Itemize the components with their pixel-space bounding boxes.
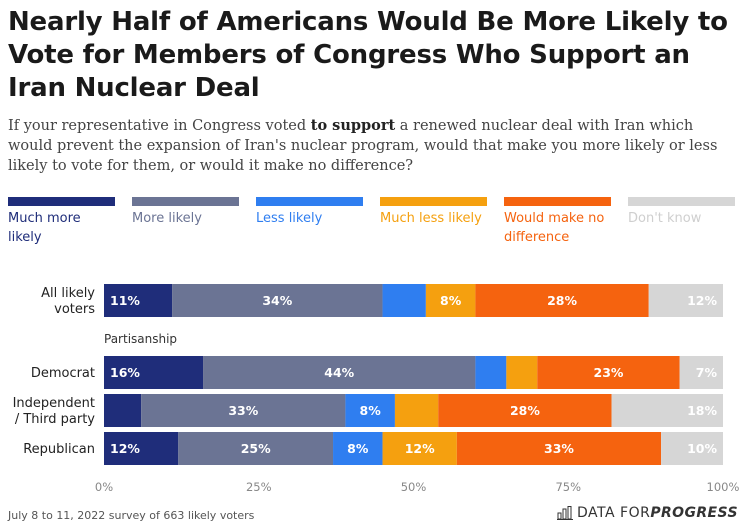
legend-label: Less likely [256, 211, 323, 226]
bar-segment [141, 394, 346, 427]
category-label: / Third party [15, 412, 95, 427]
bar-segment [104, 356, 204, 389]
bar-segment [104, 432, 179, 465]
survey-note: July 8 to 11, 2022 survey of 663 likely … [8, 509, 255, 522]
data-label: 12% [110, 441, 140, 456]
x-tick-label: 50% [401, 480, 427, 494]
bar-segment [333, 432, 383, 465]
bar-segment [394, 394, 439, 427]
bar-segment [611, 394, 723, 427]
data-label: 11% [110, 293, 140, 308]
legend-label: Would make no difference [504, 211, 605, 245]
subtitle-text-after: a renewed nuclear deal with Iran which w… [8, 118, 718, 174]
data-label: 18% [687, 403, 717, 418]
legend-swatch [8, 197, 115, 206]
bar-segment [475, 284, 649, 317]
data-label: 7% [696, 365, 718, 380]
brand-logo: DATA FOR PROGRESS [557, 505, 738, 521]
legend-label: Don't know [628, 211, 702, 226]
chart-legend: Much more likely More likely Less likely Mu… [8, 197, 744, 247]
bar-segment [648, 284, 723, 317]
data-label: 12% [687, 293, 717, 308]
legend-swatch [628, 197, 735, 206]
legend-label: More likely [132, 211, 202, 226]
legend-label: Much less likely [380, 211, 482, 226]
brand-prefix: DATA FOR [577, 505, 651, 521]
chart-subtitle: If your representative in Congress voted… [8, 116, 738, 176]
legend-item: Less likely [256, 197, 363, 228]
x-tick-label: 75% [555, 480, 581, 494]
bar-segment [203, 356, 476, 389]
legend-label: Much more likely [8, 211, 81, 245]
data-label: 28% [547, 293, 577, 308]
bar-segment [172, 284, 383, 317]
legend-swatch [256, 197, 363, 206]
bar-segment [679, 356, 723, 389]
chart-title: Nearly Half of Americans Would Be More L… [8, 7, 728, 103]
legend-item: Much more likely [8, 197, 115, 247]
data-label: 34% [262, 293, 292, 308]
subtitle-bold-text: to support [310, 117, 396, 134]
bar-segment [537, 356, 680, 389]
data-label: 44% [324, 365, 354, 380]
bar-segment [345, 394, 395, 427]
bar-segment [382, 432, 457, 465]
data-label: 16% [110, 365, 140, 380]
bar-segment [425, 284, 476, 317]
bar-segment [475, 356, 507, 389]
bar-segment [104, 394, 142, 427]
legend-swatch [132, 197, 239, 206]
category-label: Independent [13, 396, 95, 411]
data-label: 28% [510, 403, 540, 418]
bar-segment [661, 432, 723, 465]
brand-name: PROGRESS [650, 505, 738, 521]
data-label: 23% [594, 365, 624, 380]
legend-item: Would make no difference [504, 197, 611, 247]
stacked-bar-chart: Partisanship 11% 34% 8% 28% 12% All likelyvote… [13, 284, 740, 494]
data-label: 33% [228, 403, 258, 418]
data-label: 8% [360, 403, 382, 418]
legend-item: Much less likely [380, 197, 487, 228]
legend-swatch [504, 197, 611, 206]
legend-swatch [380, 197, 487, 206]
subtitle-text-before: If your representative in Congress voted [8, 118, 311, 134]
bar-segment [104, 284, 173, 317]
legend-item: More likely [132, 197, 239, 228]
bar-chart-icon [557, 506, 574, 520]
bar-segment [178, 432, 334, 465]
x-tick-label: 0% [95, 480, 113, 494]
data-label: 12% [405, 441, 435, 456]
x-tick-label: 100% [707, 480, 740, 494]
data-label: 8% [347, 441, 369, 456]
section-label: Partisanship [104, 332, 177, 346]
bar-segment [456, 432, 662, 465]
bar-segment [506, 356, 538, 389]
data-label: 8% [440, 293, 462, 308]
category-label: Democrat [31, 366, 95, 381]
x-tick-label: 25% [246, 480, 272, 494]
category-label: voters [54, 302, 95, 317]
data-label: 10% [687, 441, 717, 456]
bar-segment [382, 284, 426, 317]
data-label: 25% [241, 441, 271, 456]
bar-segment [438, 394, 612, 427]
legend-item: Don't know [628, 197, 735, 228]
category-label: All likely [41, 286, 95, 301]
category-label: Republican [23, 442, 95, 457]
data-label: 33% [544, 441, 574, 456]
